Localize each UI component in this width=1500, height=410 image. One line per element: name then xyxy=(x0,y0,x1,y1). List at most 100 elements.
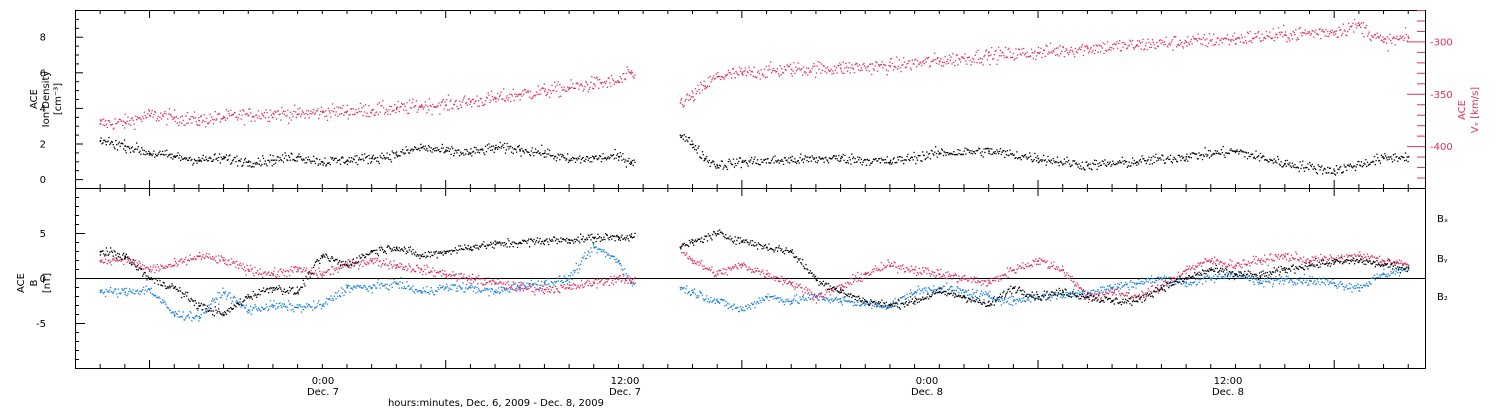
velocity-point xyxy=(738,74,740,76)
velocity-point xyxy=(1214,44,1217,46)
density-point xyxy=(760,158,762,161)
by-point xyxy=(1150,282,1152,284)
by-point xyxy=(569,275,571,277)
density-point xyxy=(992,151,995,153)
by-point xyxy=(1272,283,1274,285)
density-point xyxy=(149,153,152,156)
density-point xyxy=(466,150,469,152)
by-point xyxy=(1126,283,1128,285)
density-point xyxy=(742,159,744,162)
by-point xyxy=(1041,299,1043,301)
density-point xyxy=(732,163,734,166)
bz-point xyxy=(109,262,111,264)
velocity-point xyxy=(198,117,200,119)
density-point xyxy=(1185,158,1187,160)
velocity-point xyxy=(107,120,109,122)
velocity-point xyxy=(964,53,966,55)
velocity-point xyxy=(810,71,812,73)
density-point xyxy=(1040,159,1042,161)
density-point xyxy=(1144,160,1147,162)
by-point xyxy=(387,288,389,290)
velocity-point xyxy=(205,126,207,128)
velocity-point xyxy=(245,113,247,115)
by-point xyxy=(470,284,472,287)
velocity-point xyxy=(1322,31,1325,33)
density-point xyxy=(684,140,686,142)
velocity-point xyxy=(856,63,858,65)
by-point xyxy=(120,292,122,294)
density-point xyxy=(402,152,405,154)
velocity-point xyxy=(1241,37,1243,39)
velocity-point xyxy=(161,114,164,116)
by-point xyxy=(1158,278,1160,280)
velocity-point xyxy=(1100,51,1102,53)
density-point xyxy=(1113,164,1116,166)
by-point xyxy=(1169,285,1171,287)
velocity-point xyxy=(840,64,842,66)
density-point xyxy=(235,161,237,163)
velocity-point xyxy=(883,63,885,65)
by-point xyxy=(607,253,609,255)
density-point xyxy=(839,160,841,162)
by-point xyxy=(1013,299,1015,301)
velocity-point xyxy=(567,86,569,88)
velocity-point xyxy=(1133,48,1135,50)
density-point xyxy=(142,149,144,151)
density-point xyxy=(603,158,605,160)
by-point xyxy=(714,302,716,304)
velocity-point xyxy=(1269,31,1271,33)
by-point xyxy=(136,290,138,292)
by-point xyxy=(351,287,353,289)
velocity-point xyxy=(435,106,437,108)
by-point xyxy=(374,285,376,287)
by-point xyxy=(334,292,336,294)
by-point xyxy=(1127,286,1129,288)
density-point xyxy=(473,146,475,148)
density-point xyxy=(759,164,761,166)
velocity-point xyxy=(1012,52,1014,55)
velocity-point xyxy=(300,113,303,115)
density-point xyxy=(1038,161,1040,163)
velocity-point xyxy=(132,119,134,121)
velocity-point xyxy=(703,80,705,82)
velocity-point xyxy=(465,101,468,104)
velocity-point xyxy=(691,90,693,92)
density-point xyxy=(906,156,908,158)
density-point xyxy=(571,159,573,161)
by-point xyxy=(441,286,443,289)
by-point xyxy=(124,294,126,296)
velocity-point xyxy=(896,56,898,58)
velocity-point xyxy=(1097,51,1099,53)
density-data-point xyxy=(593,157,595,160)
density-point xyxy=(463,154,465,156)
by-point xyxy=(312,309,314,311)
by-point xyxy=(791,302,793,304)
velocity-point xyxy=(953,61,955,63)
by-point xyxy=(421,291,424,293)
density-point xyxy=(477,151,479,153)
density-point xyxy=(1342,171,1344,173)
density-point xyxy=(969,150,971,152)
by-point xyxy=(999,300,1002,302)
by-point xyxy=(803,299,805,302)
by-point xyxy=(1294,282,1296,284)
by-point xyxy=(504,289,507,291)
bz-point xyxy=(186,264,188,266)
velocity-point xyxy=(1253,36,1255,39)
density-point xyxy=(443,152,445,154)
density-point xyxy=(1294,164,1296,166)
by-point xyxy=(495,289,497,291)
velocity-point xyxy=(1014,58,1016,60)
by-point xyxy=(1326,278,1328,280)
density-point xyxy=(348,157,350,159)
density-point xyxy=(1334,173,1336,175)
density-point xyxy=(789,156,792,159)
velocity-point xyxy=(535,91,538,93)
density-point xyxy=(1305,166,1307,169)
by-point xyxy=(242,304,244,306)
velocity-point xyxy=(495,100,497,103)
bz-point xyxy=(179,260,181,263)
density-point xyxy=(316,158,318,160)
bz-point xyxy=(221,256,223,259)
velocity-point xyxy=(1341,32,1344,35)
